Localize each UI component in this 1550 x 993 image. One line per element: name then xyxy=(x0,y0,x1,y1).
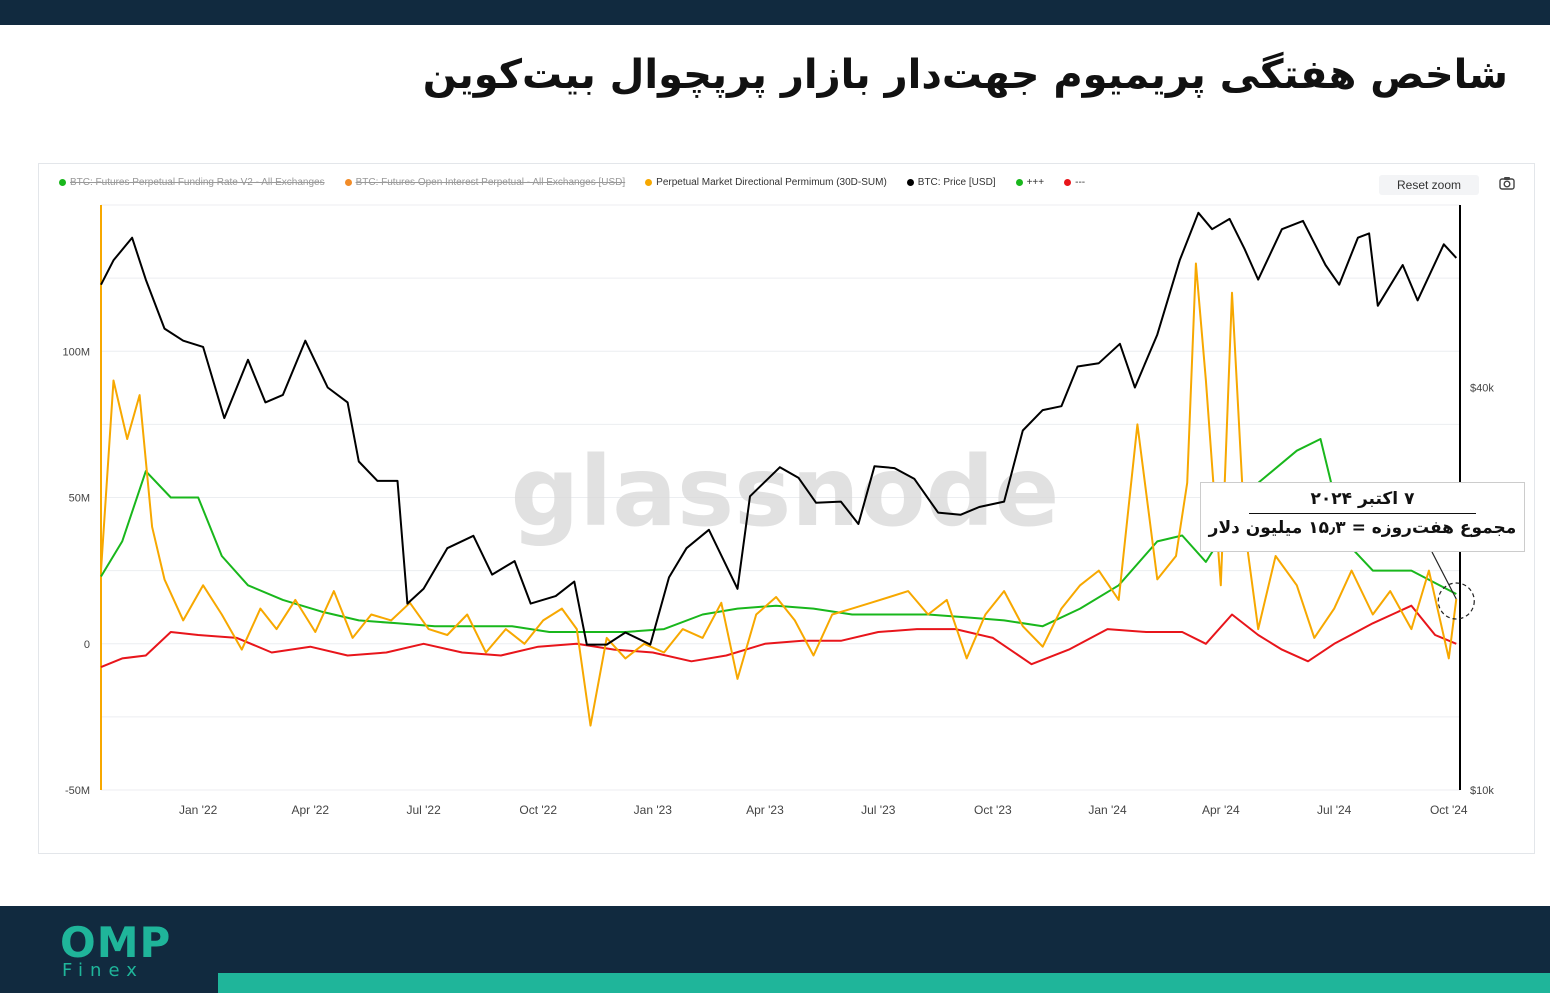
x-tick-label: Apr '24 xyxy=(1202,803,1240,817)
x-tick-label: Oct '23 xyxy=(974,803,1012,817)
annotation-date: ۷ اکتبر ۲۰۲۴ xyxy=(1310,489,1415,509)
chart-legend: BTC: Futures Perpetual Funding Rate V2 -… xyxy=(59,174,1085,190)
x-tick-label: Jul '22 xyxy=(406,803,441,817)
series-line-1 xyxy=(100,211,1458,646)
top-bar xyxy=(0,0,1550,25)
legend-item-3[interactable]: BTC: Price [USD] xyxy=(906,174,996,190)
chart-annotation: ۷ اکتبر ۲۰۲۴ مجموع هفت‌روزه = ۱۵٫۳ میلیو… xyxy=(1200,482,1525,552)
reset-zoom-button[interactable]: Reset zoom xyxy=(1379,175,1479,195)
camera-icon[interactable] xyxy=(1499,176,1515,190)
annotation-divider xyxy=(1249,513,1476,514)
annotation-pointer xyxy=(1431,551,1457,600)
x-tick-label: Jul '24 xyxy=(1317,803,1352,817)
y-right-tick-label: $10k xyxy=(1470,785,1494,797)
watermark: glassnode xyxy=(511,436,1060,548)
page-title: شاخص هفتگی پریمیوم جهت‌دار بازار پرپچوال… xyxy=(422,52,1508,98)
legend-marker-icon xyxy=(1015,178,1023,186)
legend-marker-icon xyxy=(59,178,66,186)
x-tick-label: Oct '22 xyxy=(519,803,557,817)
legend-label: BTC: Futures Open Interest Perpetual - A… xyxy=(355,176,626,188)
legend-label: BTC: Futures Perpetual Funding Rate V2 -… xyxy=(70,176,325,188)
x-tick-label: Apr '23 xyxy=(746,803,784,817)
x-tick-label: Jan '22 xyxy=(179,803,218,817)
legend-item-5[interactable]: --- xyxy=(1064,174,1085,190)
legend-label: --- xyxy=(1075,176,1086,188)
legend-label: +++ xyxy=(1026,176,1045,188)
x-tick-label: Jan '23 xyxy=(634,803,673,817)
legend-label: Perpetual Market Directional Permimum (3… xyxy=(656,176,887,188)
annotation-circle xyxy=(1437,582,1475,620)
x-tick-label: Jul '23 xyxy=(861,803,896,817)
legend-marker-icon xyxy=(645,178,653,186)
y-left-tick-label: -50M xyxy=(65,785,90,797)
y-left-tick-label: 100M xyxy=(62,346,90,358)
legend-marker-icon xyxy=(1064,178,1072,186)
logo-omp: OMP xyxy=(60,918,172,967)
y-right-tick-label: $40k xyxy=(1470,383,1494,395)
legend-marker-icon xyxy=(906,178,914,186)
annotation-text: مجموع هفت‌روزه = ۱۵٫۳ میلیون دلار xyxy=(1208,518,1517,538)
y-left-tick-label: 50M xyxy=(69,493,90,505)
footer-accent-strip xyxy=(218,973,1550,993)
legend-label: BTC: Price [USD] xyxy=(917,176,996,188)
y-left-tick-label: 0 xyxy=(84,639,90,651)
series-line-0 xyxy=(100,262,1458,727)
series-line-3 xyxy=(100,604,1457,669)
legend-item-4[interactable]: +++ xyxy=(1015,174,1045,190)
legend-item-1[interactable]: BTC: Futures Open Interest Perpetual - A… xyxy=(344,174,626,190)
legend-marker-icon xyxy=(344,178,352,186)
x-tick-label: Oct '24 xyxy=(1430,803,1468,817)
x-tick-label: Jan '24 xyxy=(1088,803,1127,817)
logo-finex: Finex xyxy=(62,960,144,981)
legend-item-0[interactable]: BTC: Futures Perpetual Funding Rate V2 -… xyxy=(59,174,325,190)
legend-item-2[interactable]: Perpetual Market Directional Permimum (3… xyxy=(645,174,887,190)
x-tick-label: Apr '22 xyxy=(291,803,329,817)
